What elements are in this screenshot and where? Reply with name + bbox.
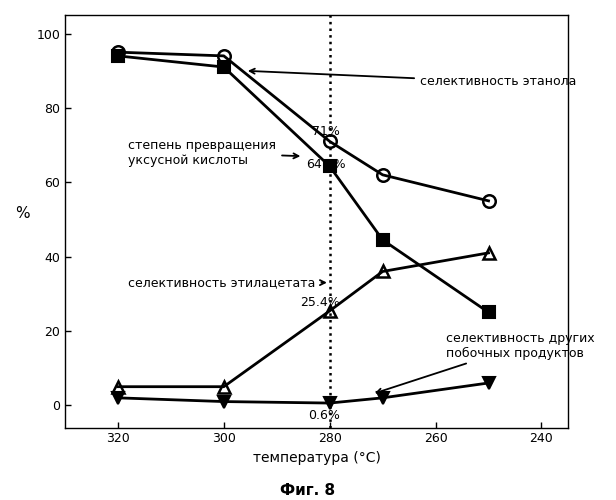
- Text: 0.6%: 0.6%: [309, 409, 340, 422]
- Y-axis label: %: %: [15, 206, 30, 222]
- Text: 71%: 71%: [312, 124, 340, 138]
- Text: степень превращения
уксусной кислоты: степень превращения уксусной кислоты: [129, 138, 298, 166]
- Text: селективность других
побочных продуктов: селективность других побочных продуктов: [376, 332, 595, 394]
- Text: 25.4%: 25.4%: [301, 296, 340, 308]
- Text: 64.3%: 64.3%: [306, 158, 346, 171]
- X-axis label: температура (°C): температура (°C): [253, 451, 381, 465]
- Text: Фиг. 8: Фиг. 8: [280, 483, 336, 498]
- Text: селективность этилацетата: селективность этилацетата: [129, 276, 325, 289]
- Text: селективность этанола: селективность этанола: [249, 68, 576, 88]
